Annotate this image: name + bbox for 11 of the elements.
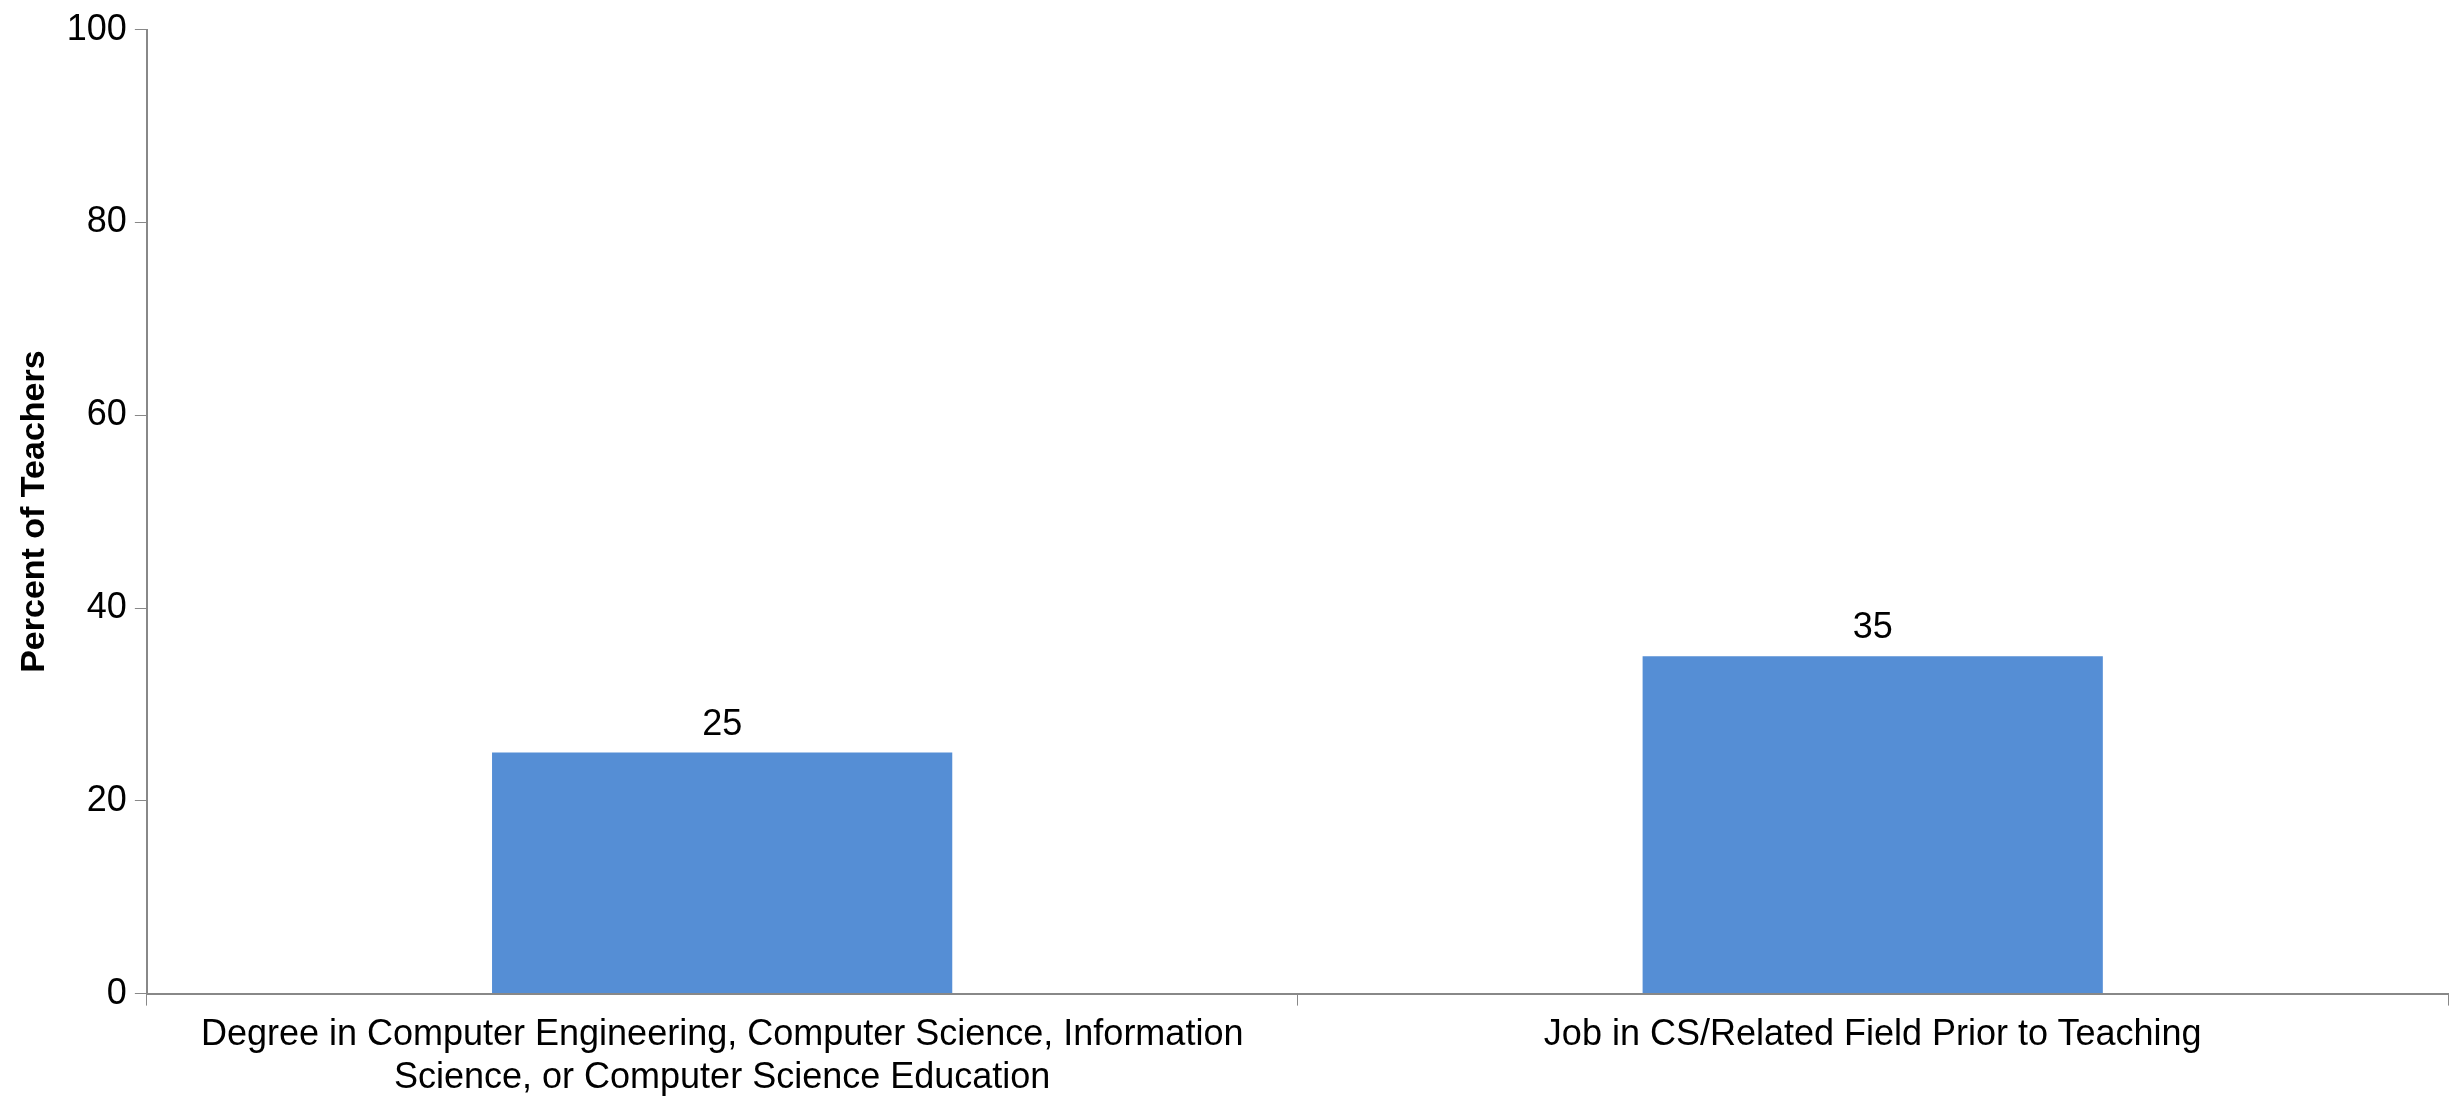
- y-tick-label: 60: [86, 392, 127, 434]
- y-tick-label: 100: [66, 6, 127, 48]
- data-label: 35: [1852, 605, 1893, 647]
- y-tick-label: 40: [86, 584, 127, 626]
- y-tick-label: 20: [86, 777, 127, 819]
- data-label: 25: [702, 701, 743, 743]
- y-tick-label: 0: [106, 970, 127, 1012]
- y-axis-title: Percent of Teachers: [12, 350, 51, 673]
- y-tick-label: 80: [86, 199, 127, 241]
- x-tick-label: Degree in Computer Engineering, Computer Science, Information Science, or Computer Science Education: [200, 1012, 1244, 1097]
- x-tick-label: Job in CS/Related Field Prior to Teaching: [1543, 1012, 2202, 1054]
